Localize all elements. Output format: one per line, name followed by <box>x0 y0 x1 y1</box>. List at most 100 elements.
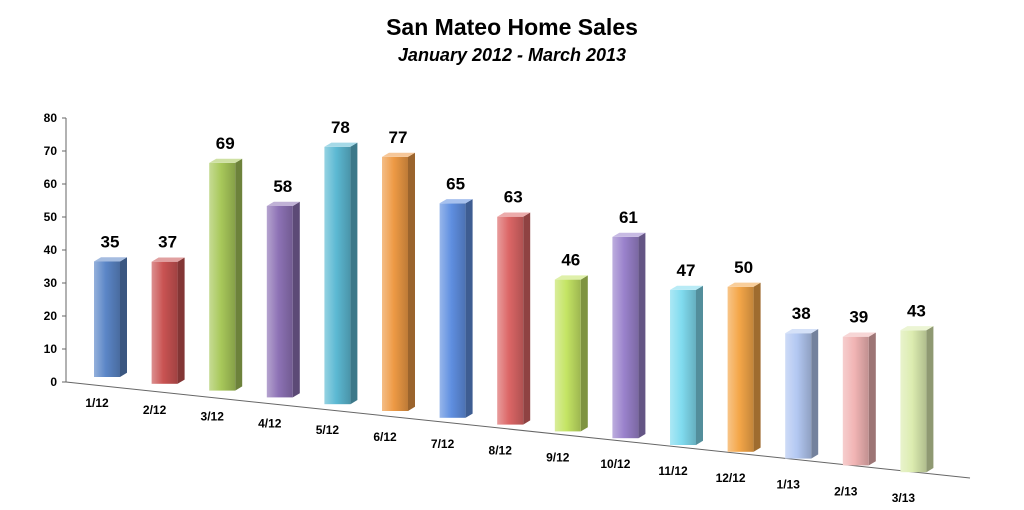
x-tick-label: 2/12 <box>143 403 167 417</box>
bar-top-face <box>612 232 646 237</box>
data-label: 65 <box>446 174 465 193</box>
bar-top-face <box>266 201 300 206</box>
bar-top-face <box>439 199 473 204</box>
x-tick-label: 3/12 <box>201 410 225 424</box>
x-tick-label: 1/13 <box>777 478 801 492</box>
bar-front-face <box>842 336 869 466</box>
bar-top-face <box>382 152 415 157</box>
bar-2-13 <box>842 332 876 466</box>
bar-side-face <box>408 152 415 411</box>
bar-top-face <box>670 285 703 290</box>
bar-8-12 <box>497 212 531 425</box>
bar-5-12 <box>324 142 358 405</box>
data-label: 78 <box>331 118 350 137</box>
x-tick-label: 8/12 <box>489 444 513 458</box>
y-tick-label: 60 <box>44 177 58 191</box>
bar-side-face <box>811 329 819 459</box>
bar-top-face <box>900 326 934 331</box>
bar-front-face <box>94 261 120 377</box>
bar-7-12 <box>439 199 473 418</box>
bar-side-face <box>120 257 127 377</box>
bar-top-face <box>727 282 761 287</box>
bar-front-face <box>900 330 927 473</box>
bar-front-face <box>670 289 696 445</box>
bar-side-face <box>753 282 761 452</box>
bar-front-face <box>151 261 178 384</box>
bar-side-face <box>638 232 646 439</box>
data-label: 39 <box>849 308 868 327</box>
data-label: 37 <box>158 233 177 252</box>
y-tick-label: 70 <box>44 144 58 158</box>
bar-3-13 <box>900 326 934 473</box>
x-tick-label: 7/12 <box>431 437 455 451</box>
bar-top-face <box>497 212 531 217</box>
y-tick-label: 80 <box>44 111 58 125</box>
y-tick-label: 10 <box>44 342 58 356</box>
bar-front-face <box>727 286 754 452</box>
bar-6-12 <box>382 152 415 411</box>
bar-side-face <box>235 158 243 391</box>
bar-top-face <box>94 257 127 262</box>
bar-top-face <box>842 332 876 337</box>
data-label: 58 <box>273 177 292 196</box>
x-tick-label: 9/12 <box>546 450 570 464</box>
x-tick-label: 6/12 <box>373 430 397 444</box>
data-label: 38 <box>792 304 811 323</box>
bar-side-face <box>580 275 588 432</box>
data-label: 46 <box>561 251 580 270</box>
y-tick-label: 0 <box>50 375 57 389</box>
bar-4-12 <box>266 201 300 398</box>
data-label: 63 <box>504 188 523 207</box>
bar-side-face <box>177 257 185 384</box>
data-label: 77 <box>389 128 408 147</box>
bar-2-12 <box>151 257 185 384</box>
bar-front-face <box>209 162 236 391</box>
data-label: 35 <box>101 233 120 252</box>
bar-side-face <box>350 142 358 405</box>
bar-front-face <box>382 156 408 411</box>
bar-top-face <box>151 257 185 262</box>
bar-front-face <box>439 203 466 418</box>
data-label: 47 <box>677 261 696 280</box>
bar-top-face <box>324 142 358 147</box>
bar-front-face <box>785 333 812 459</box>
bar-side-face <box>465 199 473 418</box>
x-tick-label: 3/13 <box>892 491 916 505</box>
y-tick-label: 30 <box>44 276 58 290</box>
bar-front-face <box>497 216 524 425</box>
chart-subtitle: January 2012 - March 2013 <box>397 45 627 65</box>
bar-11-12 <box>670 285 703 445</box>
x-tick-label: 2/13 <box>834 484 858 498</box>
x-tick-label: 11/12 <box>658 464 688 478</box>
bar-front-face <box>554 279 581 432</box>
bar-front-face <box>324 146 351 405</box>
bar-top-face <box>785 329 819 334</box>
x-tick-label: 12/12 <box>716 471 746 485</box>
bar-top-face <box>209 158 243 163</box>
data-label: 43 <box>907 301 926 320</box>
data-label: 61 <box>619 208 638 227</box>
bar-front-face <box>612 236 639 439</box>
x-tick-label: 1/12 <box>85 396 109 410</box>
bar-top-face <box>554 275 588 280</box>
data-label: 50 <box>734 258 753 277</box>
bar-10-12 <box>612 232 646 439</box>
data-label: 69 <box>216 134 235 153</box>
y-tick-label: 40 <box>44 243 58 257</box>
x-tick-label: 5/12 <box>316 423 340 437</box>
bar-1-12 <box>94 257 127 377</box>
x-tick-label: 4/12 <box>258 416 282 430</box>
bar-9-12 <box>554 275 588 432</box>
y-tick-label: 20 <box>44 309 58 323</box>
bar-front-face <box>266 206 293 398</box>
bar-3-12 <box>209 158 243 391</box>
bar-side-face <box>696 285 703 445</box>
x-tick-label: 10/12 <box>600 457 630 471</box>
chart-title: San Mateo Home Sales <box>386 14 638 40</box>
bar-side-face <box>523 212 531 425</box>
x-axis <box>65 381 971 479</box>
bar-side-face <box>868 332 876 466</box>
bar-side-face <box>292 201 300 398</box>
y-tick-label: 50 <box>44 210 58 224</box>
